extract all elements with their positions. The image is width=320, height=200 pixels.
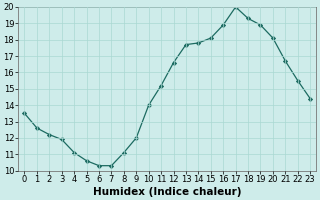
X-axis label: Humidex (Indice chaleur): Humidex (Indice chaleur): [93, 187, 242, 197]
